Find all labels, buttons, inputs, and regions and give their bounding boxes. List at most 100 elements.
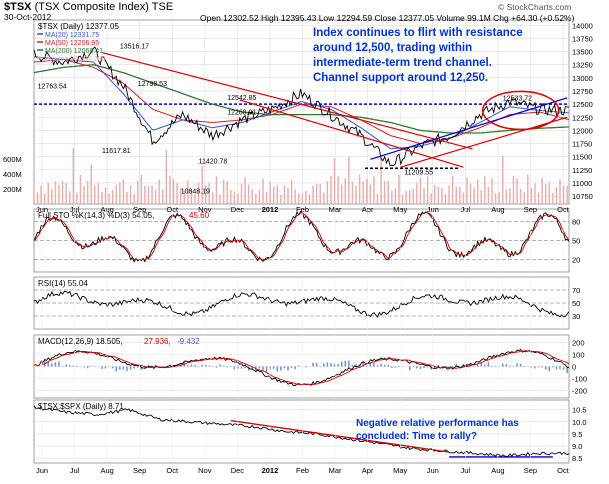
price-annotation-label: 10848.19 [181,188,210,195]
volume-bar [506,189,508,204]
volume-tick-label: 200M [3,185,22,194]
volume-bar [151,186,153,204]
macd-hist-bar [90,366,92,367]
volume-bar [216,176,218,204]
price-tick-label: 11500 [572,153,592,162]
volume-bar [527,175,529,204]
month-tick-label: Feb [296,466,309,475]
volume-bar [94,186,96,204]
month-tick-label: 2012 [262,466,279,475]
macd-hist-bar [427,367,429,368]
macd-hist-bar [105,367,107,369]
volume-bar [330,176,332,204]
volume-bar [302,193,304,204]
volume-bar [423,188,425,204]
volume-bar [348,157,350,204]
open-value: 12302.52 [223,13,258,23]
volume-bar [116,185,118,204]
month-tick-label: Aug [100,466,113,475]
volume-bar [441,188,443,204]
volume-bar [473,188,475,204]
macd-hist-bar [377,365,379,366]
volume-bar [455,186,457,204]
volume-bar [166,150,168,204]
macd-hist-bar [83,367,85,368]
macd-hist-bar [216,367,218,368]
legend-price: $TSX (Daily) 12377.05 [38,22,119,31]
volume-bar [434,185,436,204]
macd-hist-bar [294,367,296,370]
annotation-line-2: around 12,500, trading within [313,41,523,56]
volume-bar [409,190,411,204]
macd-hist-bar [441,366,443,367]
macd-hist-bar [423,367,425,369]
volume-bar [112,190,114,204]
month-tick-label: Aug [491,466,504,475]
macd-hist-bar [316,363,318,367]
price-tick-label: 10750 [572,192,593,201]
macd-hist-bar [337,364,339,367]
macd-hist-bar [549,367,551,372]
macd-hist-bar [201,365,203,367]
volume-bar [559,179,561,204]
volume-tick-label: 600M [3,155,22,164]
volume-bar [534,183,536,204]
macd-hist-bar [373,363,375,367]
volume-bar [316,184,318,204]
macd-hist-bar [484,365,486,367]
price-annotation-label: 11209.55 [404,170,433,177]
volume-bar [173,179,175,204]
price-tick-label: 13250 [572,61,593,70]
macd-hist-bar [65,364,67,366]
macd-hist-bar [277,367,279,372]
volume-bar [373,176,375,204]
high-value: 12395.43 [281,13,316,23]
volume-bar [498,192,500,204]
macd-hist-bar [559,367,561,369]
macd-tick-label: 100 [572,350,585,359]
macd-hist-bar [259,367,261,369]
price-tick-label: 12500 [572,100,593,109]
rel-tick-label: 9.0 [572,442,582,451]
volume-bar [341,185,343,204]
volume-bar [133,194,135,204]
volume-bar [298,193,300,204]
month-tick-label: Oct [557,466,570,475]
macd-hist-bar [241,367,243,369]
open-label: Open [200,13,221,23]
volume-bar [230,190,232,204]
volume-bar [463,192,465,204]
ohlc-readout: Open 12302.52 High 12395.43 Low 12294.59… [200,13,574,23]
macd-hist-bar [298,365,300,366]
volume-bar [280,195,282,204]
macd-tick-label: -200 [572,387,587,396]
volume-bar [37,193,39,204]
macd-hist-bar [520,364,522,367]
volume-bar [312,186,314,204]
macd-hist-bar [116,367,118,372]
volume-bar [237,193,239,204]
volume-bar [51,189,53,204]
annotation-line-4: Channel support around 12,250. [313,71,523,86]
volume-bar [80,175,82,204]
macd-tick-label: -100 [572,375,587,384]
volume-bar [105,188,107,204]
price-tick-label: 11000 [572,179,592,188]
month-tick-label: Jun [427,466,439,475]
volume-bar [83,186,85,204]
change-value: +64.30 (+0.52%) [511,13,574,23]
volume-bar [402,194,404,204]
sto-tick-label: 80 [572,218,580,227]
volume-bar [44,193,46,204]
macd-hist-bar [387,365,389,367]
relative-annotation-line-2: concluded: Time to rally? [356,430,519,443]
price-annotation-label: 11420.78 [199,159,228,166]
volume-bar [352,182,354,204]
volume-bar [144,186,146,204]
volume-bar [466,177,468,204]
volume-bar [201,166,203,204]
volume-bar [90,164,92,204]
volume-bar [377,194,379,204]
volume-bar [416,182,418,204]
macd-hist-bar [509,366,511,367]
